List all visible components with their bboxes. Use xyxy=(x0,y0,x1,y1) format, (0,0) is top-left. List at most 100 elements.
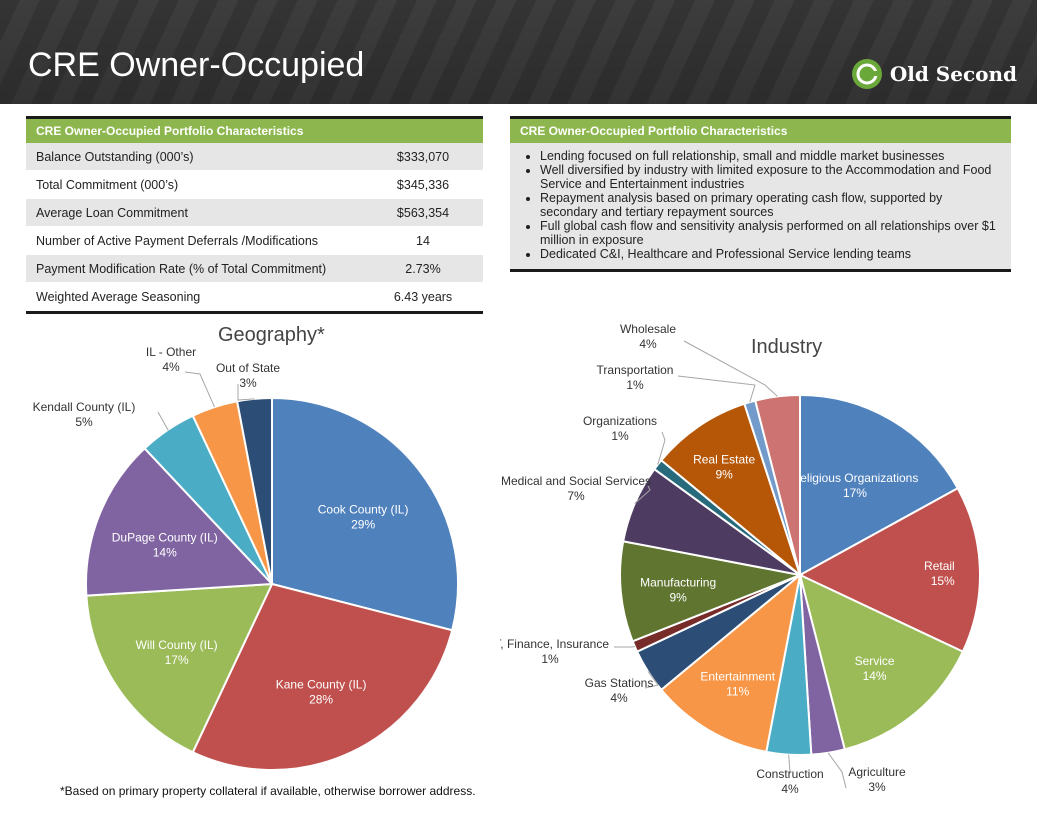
slice-percent-label: 14% xyxy=(153,546,177,560)
table-row: Total Commitment (000’s) $345,336 xyxy=(26,171,483,199)
table-row: Weighted Average Seasoning 6.43 years xyxy=(26,283,483,311)
leader-line xyxy=(683,340,778,397)
slice-percent-label: 1% xyxy=(626,378,644,392)
pie-slice xyxy=(85,446,275,597)
slice-percent-label: 1% xyxy=(541,652,559,666)
slice-percent-label: 1% xyxy=(611,429,629,443)
leader-line xyxy=(237,384,255,401)
leader-line xyxy=(157,411,169,431)
slice-percent-label: 11% xyxy=(726,684,749,698)
table-row: Balance Outstanding (000’s) $333,070 xyxy=(26,143,483,171)
industry-chart-title: Industry xyxy=(751,336,823,358)
row-value: 2.73% xyxy=(405,261,441,276)
slice-percent-label: 4% xyxy=(162,360,180,374)
characteristics-header: CRE Owner-Occupied Portfolio Characteris… xyxy=(510,116,1011,143)
slice-name-label: DuPage County (IL) xyxy=(112,531,218,545)
leader-line xyxy=(677,375,756,403)
pie-slice xyxy=(659,402,803,578)
table-rows: Balance Outstanding (000’s) $333,070 Total… xyxy=(26,143,483,311)
slice-name-label: Gas Stations xyxy=(585,676,654,690)
slice-name-label: Kendall County (IL) xyxy=(33,400,136,414)
slide-header xyxy=(0,0,1037,104)
slice-percent-label: 7% xyxy=(567,489,585,503)
slice-percent-label: 28% xyxy=(309,692,333,706)
slice-name-label: Construction xyxy=(756,767,823,781)
slice-name-label: Cook County (IL) xyxy=(318,502,409,516)
logo-icon xyxy=(851,59,882,89)
table-header: CRE Owner-Occupied Portfolio Characteris… xyxy=(26,116,483,143)
row-label: Number of Active Payment Deferrals /Modi… xyxy=(36,233,319,248)
pie-slice xyxy=(754,393,801,576)
leader-line xyxy=(644,671,659,689)
slice-name-label: Will County (IL) xyxy=(136,638,218,652)
slice-percent-label: 3% xyxy=(239,376,257,390)
slice-percent-label: 17% xyxy=(843,486,867,500)
row-value: 14 xyxy=(416,233,430,248)
logo-text: Old Second xyxy=(889,62,1017,86)
box-bottom-rule xyxy=(510,269,1011,272)
geography-pie-chart: Cook County (IL)29% Kane County (IL)28% Wi… xyxy=(33,345,459,771)
row-label: Weighted Average Seasoning xyxy=(36,289,201,304)
pie-slice xyxy=(619,540,804,643)
slice-percent-label: 15% xyxy=(931,574,955,588)
slice-name-label: Retail xyxy=(924,559,955,573)
row-label: Balance Outstanding (000’s) xyxy=(36,149,194,164)
slice-percent-label: 4% xyxy=(781,782,799,796)
slice-name-label: IL - Other xyxy=(146,345,196,359)
pie-slice xyxy=(271,396,459,632)
slice-percent-label: 17% xyxy=(165,653,189,667)
geography-chart-title: Geography* xyxy=(218,324,325,346)
leader-line xyxy=(614,645,635,648)
slice-percent-label: 4% xyxy=(610,691,628,705)
slice-name-label: Medical and Social Services xyxy=(501,474,651,488)
slice-name-label: Real Estate xyxy=(693,452,755,466)
pie-slice xyxy=(659,572,802,753)
slice-percent-label: 5% xyxy=(75,415,93,429)
row-label: Average Loan Commitment xyxy=(36,205,188,220)
portfolio-table: CRE Owner-Occupied Portfolio Characteris… xyxy=(26,116,483,314)
slice-percent-label: 3% xyxy=(868,780,886,794)
row-value: 6.43 years xyxy=(393,289,453,304)
row-label: Total Commitment (000’s) xyxy=(36,177,179,192)
slice-name-label: Organizations xyxy=(583,414,657,428)
pie-slice xyxy=(191,582,454,771)
pie-slice xyxy=(798,573,965,751)
slice-percent-label: 29% xyxy=(351,517,375,531)
slice-percent-label: 14% xyxy=(863,669,887,683)
pie-slice xyxy=(85,582,274,754)
slice-name-label: Entertainment xyxy=(700,669,775,683)
slice-percent-label: 9% xyxy=(715,467,733,481)
leader-line xyxy=(184,371,215,408)
row-value: $563,354 xyxy=(396,205,450,220)
leader-line xyxy=(634,485,651,504)
leader-line xyxy=(657,431,666,465)
pie-slice xyxy=(797,486,981,653)
slice-name-label: Agriculture xyxy=(848,765,906,779)
slice-name-label: Service xyxy=(855,654,895,668)
row-value: $345,336 xyxy=(396,177,450,192)
characteristics-box: CRE Owner-Occupied Portfolio Characteris… xyxy=(510,116,1011,272)
slice-name-label: Religious Organizations xyxy=(792,471,919,485)
leader-line xyxy=(827,752,847,789)
table-bottom-rule xyxy=(26,311,483,314)
bullet-item: Well diversified by industry with limite… xyxy=(540,163,999,191)
slice-percent-label: 9% xyxy=(669,591,687,605)
pie-slice xyxy=(799,393,960,577)
slice-name-label: IT, Finance, Insurance xyxy=(500,637,609,651)
bullet-list: Lending focused on full relationship, sm… xyxy=(522,149,999,261)
characteristics-bullets: Lending focused on full relationship, sm… xyxy=(510,143,1011,269)
page-title: CRE Owner-Occupied xyxy=(28,46,365,84)
bullet-item: Full global cash flow and sensitivity an… xyxy=(540,219,999,247)
bullet-item: Lending focused on full relationship, sm… xyxy=(540,149,999,163)
slice-name-label: Wholesale xyxy=(620,322,676,336)
bullet-item: Dedicated C&I, Healthcare and Profession… xyxy=(540,247,999,261)
slice-percent-label: 4% xyxy=(639,337,657,351)
row-label: Payment Modification Rate (% of Total Co… xyxy=(36,261,327,276)
slice-name-label: Kane County (IL) xyxy=(276,677,367,691)
table-row: Payment Modification Rate (% of Total Co… xyxy=(26,255,483,283)
logo: Old Second xyxy=(850,55,1017,93)
leader-line xyxy=(788,754,791,773)
slice-name-label: Manufacturing xyxy=(640,576,716,590)
bullet-item: Repayment analysis based on primary oper… xyxy=(540,191,999,219)
